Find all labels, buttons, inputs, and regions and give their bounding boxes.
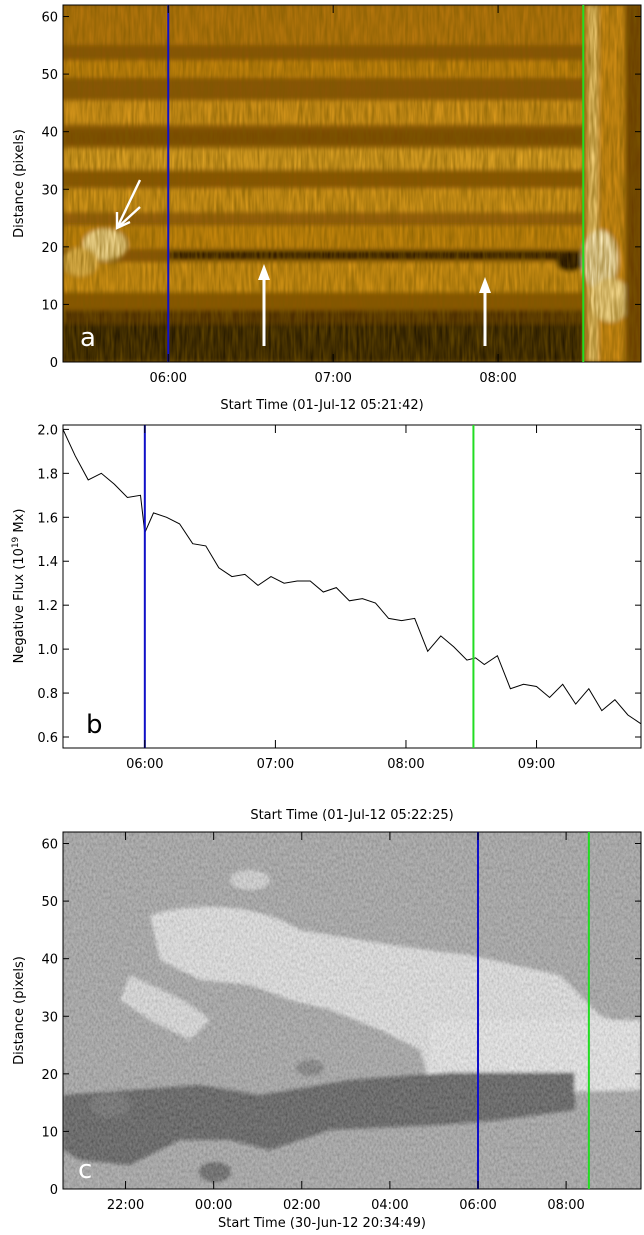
panel-a-y-tick-label: 60	[41, 11, 58, 26]
panel-a-x-tick-label: 06:00	[150, 371, 187, 386]
panel-a-x-ticks: 06:00 07:00 08:00	[150, 5, 517, 386]
panel-b-x-tick-label: 07:00	[257, 757, 294, 772]
panel-b-y-tick-label: 1.6	[37, 511, 58, 526]
panel-a-image	[63, 5, 641, 362]
panel-b-y-tick-label: 1.2	[37, 599, 58, 614]
panel-a-y-tick-label: 40	[41, 126, 58, 141]
panel-c-y-tick-label: 20	[41, 1068, 58, 1083]
panel-c-y-label: Distance (pixels)	[12, 956, 27, 1065]
panel-c-x-ticks: 22:00 00:00 02:00 04:00 06:00 08:00	[107, 832, 585, 1213]
panel-a-arrow-1	[258, 264, 270, 346]
panel-b-x-label: Start Time (01-Jul-12 05:22:25)	[250, 808, 453, 823]
panel-a-y-tick-label: 20	[41, 241, 58, 256]
panel-b-y-tick-label: 0.8	[37, 687, 58, 702]
panel-a: a 0 10 20 30 40 50 60 06:00 07:00 08:00 Distance…	[12, 4, 642, 413]
panel-c-letter: c	[78, 1155, 92, 1185]
panel-b: b 0.6 0.8 1.0 1.2 1.4 1.6 1.8 2.0 06:00 07:00 08:…	[11, 423, 642, 823]
panel-b-frame	[62, 424, 642, 749]
panel-c-y-tick-label: 40	[41, 953, 58, 968]
panel-c-x-tick-label: 06:00	[459, 1198, 496, 1213]
panel-c-x-tick-label: 02:00	[283, 1198, 320, 1213]
panel-a-y-tick-label: 50	[41, 68, 58, 83]
panel-a-y-label: Distance (pixels)	[12, 129, 27, 238]
panel-c: c 0 10 20 30 40 50 60 22:00 00:00 02:00 04:00 06:0…	[12, 831, 642, 1231]
panel-a-double-arrow	[115, 179, 142, 230]
panel-b-x-ticks: 06:00 07:00 08:00 09:00	[126, 425, 555, 772]
panel-c-image	[63, 832, 641, 1189]
panel-a-y-tick-label: 10	[41, 298, 58, 313]
panel-c-frame	[62, 831, 642, 1190]
panel-b-x-tick-label: 08:00	[387, 757, 424, 772]
panel-b-x-tick-label: 06:00	[126, 757, 163, 772]
panel-c-x-tick-label: 04:00	[371, 1198, 408, 1213]
panel-b-x-tick-label: 09:00	[518, 757, 555, 772]
panel-b-y-tick-label: 1.8	[37, 467, 58, 482]
panel-c-y-tick-label: 10	[41, 1125, 58, 1140]
panel-b-y-tick-label: 1.0	[37, 643, 58, 658]
panel-c-y-ticks: 0 10 20 30 40 50 60	[41, 838, 641, 1198]
panel-c-y-tick-label: 0	[50, 1183, 58, 1198]
panel-a-y-tick-label: 0	[50, 356, 58, 371]
panel-a-y-tick-label: 30	[41, 183, 58, 198]
panel-a-arrow-2	[479, 277, 491, 346]
panel-a-x-label: Start Time (01-Jul-12 05:21:42)	[220, 398, 423, 413]
panel-c-x-tick-label: 00:00	[195, 1198, 232, 1213]
panel-c-x-tick-label: 08:00	[547, 1198, 584, 1213]
panel-c-y-tick-label: 30	[41, 1010, 58, 1025]
panel-b-y-tick-label: 2.0	[37, 423, 58, 438]
panel-b-y-tick-label: 0.6	[37, 731, 58, 746]
panel-c-y-tick-label: 60	[41, 838, 58, 853]
panel-a-x-tick-label: 07:00	[314, 371, 351, 386]
panel-a-letter: a	[80, 323, 96, 353]
panel-b-y-tick-label: 1.4	[37, 555, 58, 570]
panel-a-frame	[62, 4, 642, 363]
panel-b-letter: b	[86, 710, 103, 740]
panel-c-x-tick-label: 22:00	[107, 1198, 144, 1213]
panel-a-x-tick-label: 08:00	[479, 371, 516, 386]
panel-a-y-ticks: 0 10 20 30 40 50 60	[41, 11, 641, 371]
panel-c-y-tick-label: 50	[41, 895, 58, 910]
panel-c-x-label: Start Time (30-Jun-12 20:34:49)	[218, 1216, 426, 1231]
panel-b-flux-line	[63, 429, 641, 725]
panel-b-y-ticks: 0.6 0.8 1.0 1.2 1.4 1.6 1.8 2.0	[37, 423, 641, 746]
panel-b-y-label: Negative Flux (1019 Mx)	[11, 509, 27, 664]
